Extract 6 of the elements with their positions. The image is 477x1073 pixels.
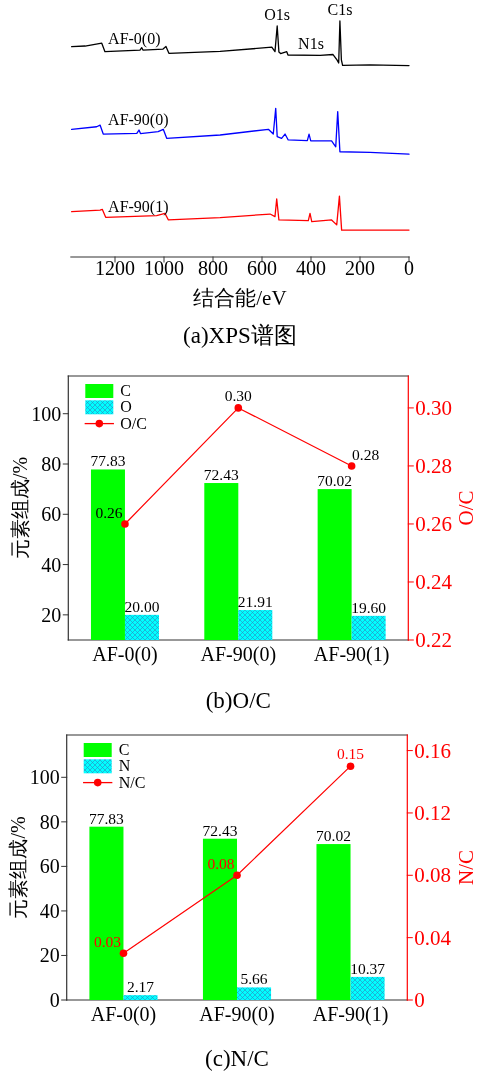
annotation: O1s bbox=[264, 5, 291, 23]
title: (a)XPS谱图 bbox=[183, 323, 297, 348]
title: (c)N/C bbox=[205, 1046, 269, 1071]
title: (b)O/C bbox=[205, 688, 271, 713]
annotation: N1s bbox=[298, 35, 324, 53]
annotation: C1s bbox=[327, 1, 353, 18]
